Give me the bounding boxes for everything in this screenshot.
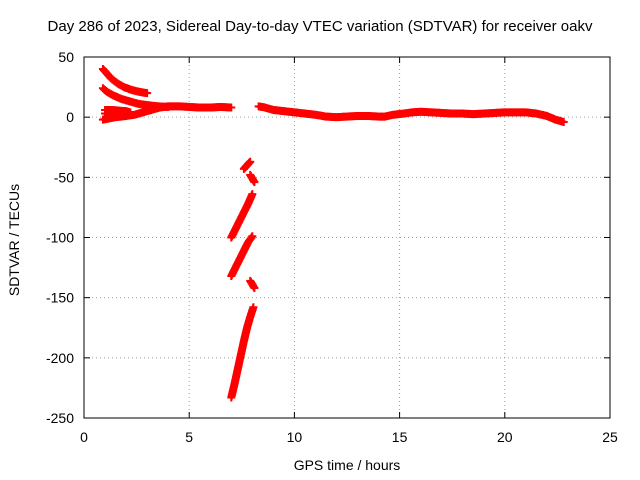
series-drop-d	[227, 232, 257, 281]
data-point	[249, 303, 258, 312]
data-point	[250, 284, 259, 293]
x-axis-label: GPS time / hours	[293, 457, 401, 473]
y-tick-label: -150	[46, 290, 74, 306]
y-tick-label: -250	[46, 410, 74, 426]
series-drop-e	[246, 276, 259, 293]
data-point	[122, 110, 131, 119]
y-tick-label: -50	[54, 169, 74, 185]
series-arc-flat	[101, 105, 135, 119]
chart-title: Day 286 of 2023, Sidereal Day-to-day VTE…	[47, 18, 593, 35]
y-tick-label: -100	[46, 230, 74, 246]
points-layer	[98, 65, 568, 402]
x-tick-label: 25	[602, 429, 618, 445]
series-arc-upper	[98, 65, 152, 98]
data-point	[143, 89, 152, 98]
series-drop-a	[239, 157, 255, 173]
series-drop-b	[227, 190, 257, 242]
x-tick-label: 10	[287, 429, 303, 445]
data-point	[559, 117, 568, 126]
series-drop-f	[227, 303, 258, 402]
series-drop-c	[246, 170, 259, 187]
data-point	[248, 232, 257, 241]
data-point	[248, 190, 257, 199]
x-tick-label: 5	[185, 429, 193, 445]
y-tick-label: 50	[58, 49, 74, 65]
data-point	[246, 157, 255, 166]
data-point	[227, 103, 236, 112]
tick-layer: 0 5 10 15 20 25 -250 -200 -150 -100 -50 0 50	[46, 49, 618, 445]
y-tick-label: 0	[66, 109, 74, 125]
x-tick-label: 15	[392, 429, 408, 445]
y-tick-label: -200	[46, 350, 74, 366]
x-tick-label: 20	[497, 429, 513, 445]
data-point	[250, 178, 259, 187]
series-arc-long	[254, 102, 568, 126]
x-tick-label: 0	[80, 429, 88, 445]
